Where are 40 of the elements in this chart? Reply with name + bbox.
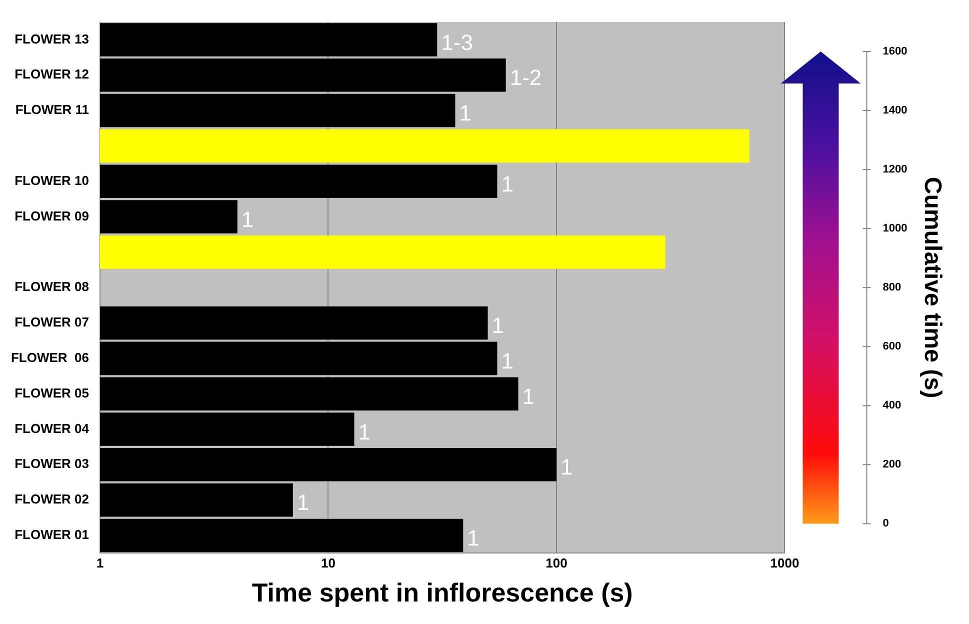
y-tick-label: FLOWER 13 bbox=[14, 31, 90, 46]
color-bar-label: 1000 bbox=[882, 222, 908, 235]
x-tick-label: 1 bbox=[96, 556, 104, 571]
y-tick-label: FLOWER 04 bbox=[14, 420, 90, 436]
y-tick-label: FLOWER 09 bbox=[14, 208, 90, 224]
color-bar-label: 400 bbox=[882, 400, 902, 412]
y-tick-label: FLOWER 08 bbox=[14, 279, 90, 294]
color-bar-label: 800 bbox=[882, 282, 902, 294]
annotation: 1 bbox=[492, 313, 504, 338]
color-bar-title: Cumulative time (s) bbox=[918, 176, 946, 398]
annotation: 1 bbox=[501, 348, 514, 374]
color-bar-label: 1400 bbox=[882, 104, 908, 117]
y-tick-label: FLOWER 05 bbox=[14, 385, 90, 400]
color-bar-label: 1200 bbox=[882, 164, 908, 176]
color-bar-label: 600 bbox=[882, 340, 902, 353]
annotation: 1 bbox=[522, 384, 535, 409]
y-tick-label: FLOWER 06 bbox=[10, 350, 90, 366]
x-axis-title: Time spent in inflorescence (s) bbox=[252, 578, 633, 608]
annotation: 1 bbox=[459, 100, 472, 126]
annotation: 1 bbox=[296, 490, 310, 516]
y-tick-label: FLOWER 03 bbox=[14, 456, 90, 472]
annotation: 1 bbox=[501, 171, 514, 196]
color-bar-label: 0 bbox=[882, 518, 889, 530]
x-tick-label: 10 bbox=[321, 556, 336, 571]
annotation: 1 bbox=[467, 526, 480, 551]
annotation: 1-3 bbox=[441, 30, 473, 55]
annotation: 1-2 bbox=[510, 65, 542, 90]
color-bar-label: 1600 bbox=[882, 46, 908, 58]
x-tick-label: 1000 bbox=[770, 556, 800, 571]
y-tick-label: FLOWER 11 bbox=[15, 102, 90, 118]
y-tick-label: FLOWER 12 bbox=[14, 66, 90, 82]
y-tick-label: FLOWER 07 bbox=[14, 314, 90, 330]
color-bar-label: 200 bbox=[882, 458, 902, 471]
x-tick-label: 100 bbox=[546, 556, 568, 571]
y-tick-label: FLOWER 10 bbox=[14, 172, 90, 188]
annotation: 1 bbox=[560, 454, 573, 480]
annotation: 1 bbox=[241, 206, 254, 232]
y-tick-label: FLOWER 01 bbox=[14, 527, 90, 542]
y-tick-label: FLOWER 02 bbox=[14, 492, 90, 507]
annotation: 1 bbox=[358, 419, 371, 444]
